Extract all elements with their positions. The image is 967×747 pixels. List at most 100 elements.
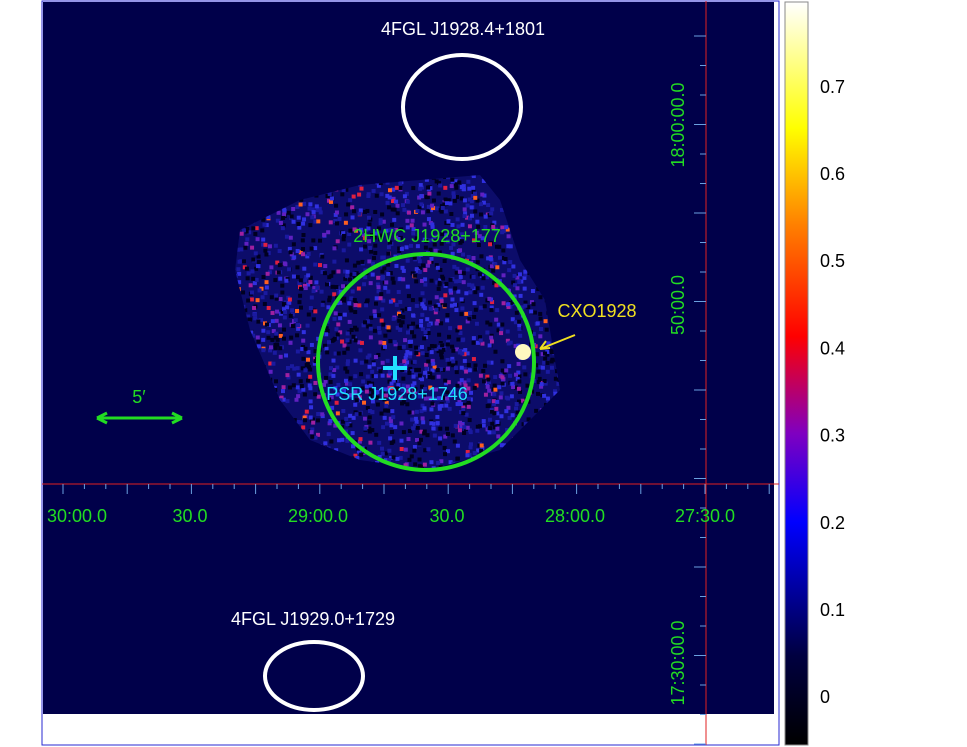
pixel (505, 428, 510, 433)
pixel (400, 308, 405, 313)
pixel (409, 454, 414, 459)
pixel (501, 273, 506, 278)
pixel (506, 234, 511, 239)
pixel (540, 352, 545, 357)
pixel (269, 295, 274, 300)
pixel (390, 199, 395, 204)
pixel (355, 455, 360, 460)
pixel (412, 334, 417, 339)
pixel (274, 296, 279, 301)
pixel (444, 201, 449, 206)
pixel (486, 403, 491, 408)
pixel (351, 415, 356, 420)
pixel (288, 313, 293, 318)
pixel (306, 282, 311, 287)
pixel (350, 289, 355, 294)
pixel (421, 298, 426, 303)
pixel (314, 280, 319, 285)
pixel (274, 318, 279, 323)
pixel (365, 374, 370, 379)
pixel (320, 254, 325, 259)
ra-label: 28:00.0 (545, 506, 605, 526)
pixel (322, 232, 327, 237)
pixel (504, 409, 509, 414)
pixel (341, 408, 346, 413)
pixel (356, 260, 361, 265)
pixel (474, 230, 479, 235)
pixel (419, 345, 424, 350)
pixel (353, 402, 358, 407)
pixel (428, 371, 433, 376)
pixel (268, 369, 273, 374)
pixel (334, 448, 339, 453)
pixel (396, 383, 401, 388)
pixel (437, 250, 442, 255)
pixel (387, 195, 392, 200)
pixel (439, 459, 444, 464)
pixel (242, 265, 247, 270)
pixel (371, 362, 376, 367)
pixel (345, 369, 350, 374)
pixel (418, 186, 423, 191)
pixel (433, 310, 438, 315)
pixel (487, 380, 492, 385)
pixel (473, 367, 478, 372)
pixel (406, 389, 411, 394)
pixel (435, 421, 440, 426)
pixel (410, 330, 415, 335)
pixel (306, 273, 311, 278)
pixel (289, 364, 294, 369)
pixel (301, 247, 306, 252)
pixel (480, 236, 485, 241)
pixel (496, 322, 501, 327)
pixel (341, 237, 346, 242)
pixel (278, 354, 283, 359)
pixel (416, 346, 421, 351)
pixel (251, 257, 256, 262)
pixel (459, 297, 464, 302)
pixel (391, 196, 396, 201)
pixel (515, 286, 520, 291)
pixel (401, 430, 406, 435)
pixel (307, 383, 312, 388)
pixel (367, 380, 372, 385)
colorbar-label: 0 (820, 687, 830, 707)
pixel (326, 198, 331, 203)
pixel (461, 187, 466, 192)
pixel (303, 278, 308, 283)
pixel (255, 237, 260, 242)
pixel (391, 455, 396, 460)
pixel (448, 201, 453, 206)
pixel (424, 366, 429, 371)
label: CXO1928 (557, 301, 636, 321)
pixel (464, 412, 469, 417)
pixel (296, 394, 301, 399)
pixel (366, 324, 371, 329)
pixel (338, 316, 343, 321)
pixel (467, 452, 472, 457)
pixel (514, 406, 519, 411)
pixel (263, 242, 268, 247)
pixel (273, 335, 278, 340)
pixel (322, 443, 327, 448)
pixel (280, 389, 285, 394)
pixel (436, 460, 441, 465)
pixel (397, 246, 402, 251)
pixel (471, 256, 476, 261)
pixel (488, 322, 493, 327)
pixel (545, 369, 550, 374)
pixel (406, 294, 411, 299)
pixel (305, 357, 310, 362)
pixel (420, 291, 425, 296)
pixel (465, 425, 470, 430)
pixel (454, 270, 459, 275)
pixel (419, 202, 424, 207)
pixel (501, 301, 506, 306)
pixel (523, 422, 528, 427)
pixel (511, 264, 516, 269)
pixel (418, 183, 423, 188)
pixel (534, 408, 539, 413)
pixel (487, 343, 492, 348)
pixel (353, 358, 358, 363)
pixel (324, 326, 329, 331)
